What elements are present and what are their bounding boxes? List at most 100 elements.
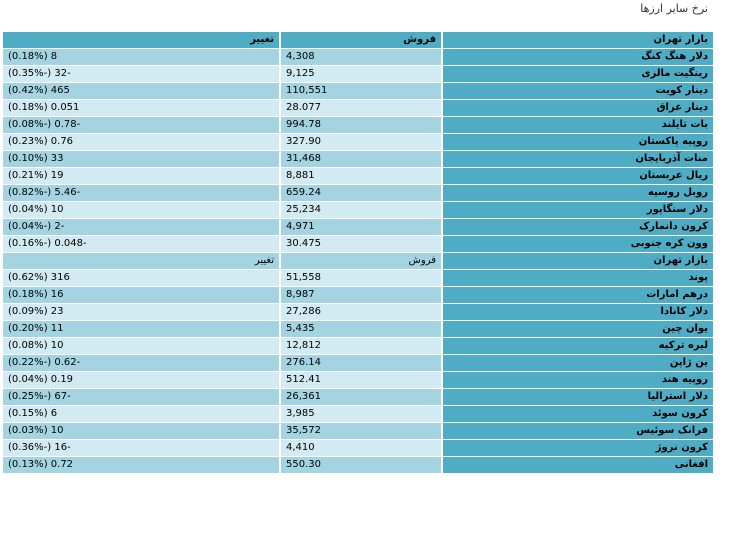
price-change: 19 (0.21%) bbox=[3, 168, 279, 184]
price-change: 465 (0.42%) bbox=[3, 83, 279, 99]
currency-name: درهم امارات bbox=[441, 287, 713, 303]
currency-name: دلار کانادا bbox=[441, 304, 713, 320]
sell-price: 30.475 bbox=[279, 236, 441, 252]
table-row: افغانی 550.30 0.72 (0.13%) bbox=[3, 457, 713, 473]
table-row: ین ژاپن 276.14 -0.62 (-0.22%) bbox=[3, 355, 713, 371]
price-change: 33 (0.10%) bbox=[3, 151, 279, 167]
table-row: دلار سنگاپور 25,234 10 (0.04%) bbox=[3, 202, 713, 218]
sell-price: 5,435 bbox=[279, 321, 441, 337]
currency-name: بات تایلند bbox=[441, 117, 713, 133]
currency-name: ین ژاپن bbox=[441, 355, 713, 371]
price-change: 0.051 (0.18%) bbox=[3, 100, 279, 116]
rates-body: دلار هنگ کنگ 4,308 8 (0.18%) رینگیت مالزی 9,… bbox=[3, 49, 713, 473]
sell-price: 31,468 bbox=[279, 151, 441, 167]
sell-price: 4,410 bbox=[279, 440, 441, 456]
column-header-sell: فروش bbox=[279, 32, 441, 48]
currency-name: یوان چین bbox=[441, 321, 713, 337]
price-change: 10 (0.03%) bbox=[3, 423, 279, 439]
currency-name: لیره ترکیه bbox=[441, 338, 713, 354]
sell-price: 9,125 bbox=[279, 66, 441, 82]
price-change: -67 (-0.25%) bbox=[3, 389, 279, 405]
subheader-sell: فروش bbox=[279, 253, 441, 269]
currency-name: دلار هنگ کنگ bbox=[441, 49, 713, 65]
sell-price: 4,308 bbox=[279, 49, 441, 65]
currency-name: دینار عراق bbox=[441, 100, 713, 116]
currency-name: کرون دانمارک bbox=[441, 219, 713, 235]
price-change: -0.78 (-0.08%) bbox=[3, 117, 279, 133]
price-change: 0.19 (0.04%) bbox=[3, 372, 279, 388]
currency-name: دلار سنگاپور bbox=[441, 202, 713, 218]
price-change: 16 (0.18%) bbox=[3, 287, 279, 303]
table-row: درهم امارات 8,987 16 (0.18%) bbox=[3, 287, 713, 303]
sell-price: 28.077 bbox=[279, 100, 441, 116]
currency-name: کرون سوئد bbox=[441, 406, 713, 422]
table-row: بات تایلند 994.78 -0.78 (-0.08%) bbox=[3, 117, 713, 133]
table-row: ریال عربستان 8,881 19 (0.21%) bbox=[3, 168, 713, 184]
sell-price: 35,572 bbox=[279, 423, 441, 439]
currency-name: رینگیت مالزی bbox=[441, 66, 713, 82]
currency-name: منات آذربایجان bbox=[441, 151, 713, 167]
price-change: 10 (0.04%) bbox=[3, 202, 279, 218]
table-row: منات آذربایجان 31,468 33 (0.10%) bbox=[3, 151, 713, 167]
column-header-market: بازار تهران bbox=[441, 32, 713, 48]
sell-price: 12,812 bbox=[279, 338, 441, 354]
sell-price: 4,971 bbox=[279, 219, 441, 235]
price-change: 8 (0.18%) bbox=[3, 49, 279, 65]
currency-name: روپیه هند bbox=[441, 372, 713, 388]
currency-name: ریال عربستان bbox=[441, 168, 713, 184]
sell-price: 110,551 bbox=[279, 83, 441, 99]
column-header-change: تغییر bbox=[3, 32, 279, 48]
sell-price: 26,361 bbox=[279, 389, 441, 405]
sell-price: 27,286 bbox=[279, 304, 441, 320]
price-change: -0.62 (-0.22%) bbox=[3, 355, 279, 371]
currency-name: وون کره جنوبی bbox=[441, 236, 713, 252]
subheader-row: بازار تهران فروش تغییر bbox=[3, 253, 713, 269]
table-row: روپیه پاکستان 327.90 0.76 (0.23%) bbox=[3, 134, 713, 150]
price-change: 11 (0.20%) bbox=[3, 321, 279, 337]
rates-table: بازار تهران فروش تغییر دلار هنگ کنگ 4,308… bbox=[3, 31, 713, 474]
table-row: کرون سوئد 3,985 6 (0.15%) bbox=[3, 406, 713, 422]
sell-price: 8,987 bbox=[279, 287, 441, 303]
table-row: دینار کویت 110,551 465 (0.42%) bbox=[3, 83, 713, 99]
price-change: 0.72 (0.13%) bbox=[3, 457, 279, 473]
price-change: 0.76 (0.23%) bbox=[3, 134, 279, 150]
price-change: 316 (0.62%) bbox=[3, 270, 279, 286]
table-row: یوان چین 5,435 11 (0.20%) bbox=[3, 321, 713, 337]
table-row: کرون دانمارک 4,971 -2 (-0.04%) bbox=[3, 219, 713, 235]
table-row: رینگیت مالزی 9,125 -32 (-0.35%) bbox=[3, 66, 713, 82]
table-row: لیره ترکیه 12,812 10 (0.08%) bbox=[3, 338, 713, 354]
currency-name: روبل روسیه bbox=[441, 185, 713, 201]
table-row: دلار هنگ کنگ 4,308 8 (0.18%) bbox=[3, 49, 713, 65]
table-row: فرانک سوئیس 35,572 10 (0.03%) bbox=[3, 423, 713, 439]
sell-price: 25,234 bbox=[279, 202, 441, 218]
sell-price: 276.14 bbox=[279, 355, 441, 371]
currency-name: فرانک سوئیس bbox=[441, 423, 713, 439]
currency-name: دلار استرالیا bbox=[441, 389, 713, 405]
table-row: دلار استرالیا 26,361 -67 (-0.25%) bbox=[3, 389, 713, 405]
table-row: کرون نروژ 4,410 -16 (-0.36%) bbox=[3, 440, 713, 456]
sell-price: 3,985 bbox=[279, 406, 441, 422]
sell-price: 994.78 bbox=[279, 117, 441, 133]
price-change: -16 (-0.36%) bbox=[3, 440, 279, 456]
currency-name: کرون نروژ bbox=[441, 440, 713, 456]
price-change: 6 (0.15%) bbox=[3, 406, 279, 422]
price-change: -2 (-0.04%) bbox=[3, 219, 279, 235]
sell-price: 327.90 bbox=[279, 134, 441, 150]
table-row: پوند 51,558 316 (0.62%) bbox=[3, 270, 713, 286]
table-row: دلار کانادا 27,286 23 (0.09%) bbox=[3, 304, 713, 320]
sell-price: 8,881 bbox=[279, 168, 441, 184]
table-row: روبل روسیه 659.24 -5.46 (-0.82%) bbox=[3, 185, 713, 201]
price-change: 10 (0.08%) bbox=[3, 338, 279, 354]
sell-price: 51,558 bbox=[279, 270, 441, 286]
page-title: نرخ سایر ارزها bbox=[640, 2, 708, 15]
table-row: دینار عراق 28.077 0.051 (0.18%) bbox=[3, 100, 713, 116]
subheader-change: تغییر bbox=[3, 253, 279, 269]
currency-name: افغانی bbox=[441, 457, 713, 473]
price-change: 23 (0.09%) bbox=[3, 304, 279, 320]
table-row: وون کره جنوبی 30.475 -0.048 (-0.16%) bbox=[3, 236, 713, 252]
currency-name: دینار کویت bbox=[441, 83, 713, 99]
price-change: -0.048 (-0.16%) bbox=[3, 236, 279, 252]
subheader-market: بازار تهران bbox=[441, 253, 713, 269]
sell-price: 550.30 bbox=[279, 457, 441, 473]
price-change: -5.46 (-0.82%) bbox=[3, 185, 279, 201]
